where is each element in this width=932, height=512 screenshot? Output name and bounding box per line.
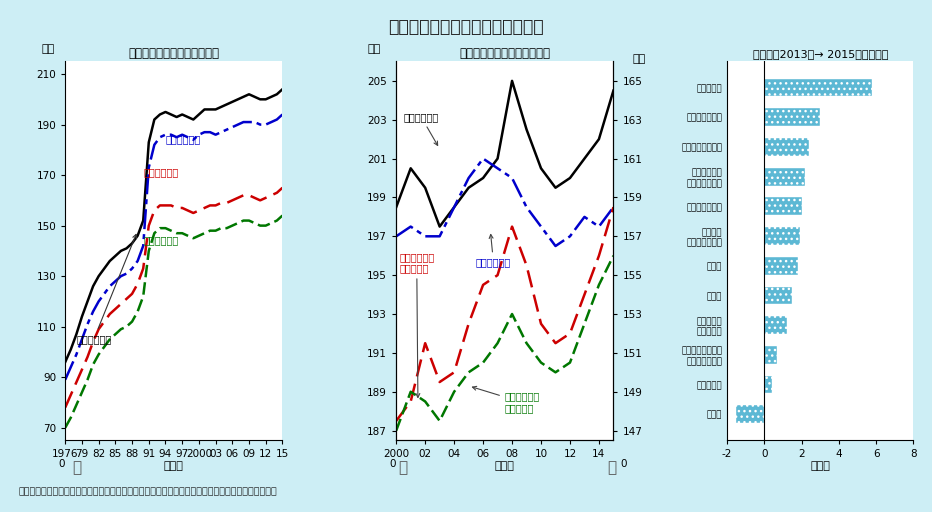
Title: 新卒の初任給の推移（長期）: 新卒の初任給の推移（長期） — [129, 47, 219, 60]
Title: 新卒の初任給の推移（短期）: 新卒の初任給の推移（短期） — [459, 47, 550, 60]
Bar — [764, 257, 798, 274]
Text: 0: 0 — [390, 459, 396, 469]
Bar — [764, 109, 820, 126]
Text: 女性・高校卒
（右目盛）: 女性・高校卒 （右目盛） — [473, 387, 540, 413]
Bar — [764, 227, 800, 245]
Text: 女性・大学卒: 女性・大学卒 — [166, 134, 200, 144]
Text: 男性・高校卒
（右目盛）: 男性・高校卒 （右目盛） — [399, 252, 434, 397]
Text: 男性・大学卒: 男性・大学卒 — [76, 234, 136, 344]
Text: 0: 0 — [620, 459, 626, 469]
Text: ～: ～ — [607, 460, 616, 476]
Text: 女性・大学卒: 女性・大学卒 — [476, 234, 511, 267]
Text: 女性・高校卒: 女性・高校卒 — [144, 236, 178, 245]
X-axis label: （％）: （％） — [810, 461, 830, 471]
Bar — [764, 316, 787, 334]
Bar — [764, 198, 802, 215]
Text: ～: ～ — [398, 460, 407, 476]
Bar — [764, 79, 872, 96]
X-axis label: （年）: （年） — [495, 461, 514, 471]
Y-axis label: 千円: 千円 — [41, 44, 54, 54]
Bar — [736, 406, 764, 423]
Bar — [764, 376, 772, 393]
Bar — [764, 346, 777, 364]
Text: 資料出所　厚生労働省「賃金構造基本統計調査」をもとに厚生労働省労働政策担当参事官室にて作成: 資料出所 厚生労働省「賃金構造基本統計調査」をもとに厚生労働省労働政策担当参事官… — [19, 487, 278, 496]
X-axis label: （年）: （年） — [164, 461, 184, 471]
Bar — [764, 287, 792, 304]
Text: 0: 0 — [59, 459, 65, 469]
Y-axis label: 千円: 千円 — [368, 44, 381, 54]
Bar — [764, 168, 805, 185]
Text: 男性・高校卒: 男性・高校卒 — [144, 167, 178, 177]
Text: コラム１－１図　新卒市場の動向: コラム１－１図 新卒市場の動向 — [389, 18, 543, 36]
Y-axis label: 千円: 千円 — [633, 54, 646, 64]
Bar — [764, 138, 809, 156]
Text: ～: ～ — [72, 460, 81, 476]
Title: 産業別（2013年→ 2015年増加率）: 産業別（2013年→ 2015年増加率） — [752, 49, 888, 59]
Text: 男性・大学卒: 男性・大学卒 — [404, 112, 439, 145]
